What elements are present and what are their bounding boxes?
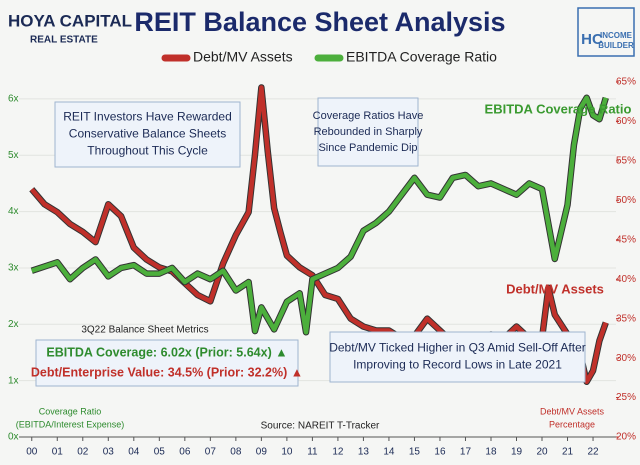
x-tick-label: 08 [230,447,242,458]
x-tick-label: 03 [103,447,115,458]
annotation: Improving to Record Lows in Late 2021 [353,358,562,372]
x-tick-label: 02 [77,447,89,458]
x-tick-label: 04 [128,447,140,458]
x-tick-label: 19 [511,447,523,458]
x-tick-label: 06 [179,447,191,458]
x-tick-label: 13 [358,447,370,458]
x-tick-label: 11 [307,447,318,458]
x-tick-label: 05 [154,447,166,458]
y2-tick-label: 45% [616,234,636,245]
logo2-name: INCOME [600,31,633,40]
source: Source: NAREIT T-Tracker [261,421,380,432]
y-tick-label: 4x [8,206,19,217]
annotation: Since Pandemic Dip [318,142,417,154]
x-tick-label: 00 [26,447,38,458]
x-tick-label: 16 [434,447,446,458]
x-tick-label: 14 [383,447,395,458]
y2-tick-label: 25% [616,392,636,403]
x-tick-label: 20 [536,447,548,458]
logo2-name: BUILDER [598,41,634,50]
annotation-box [317,97,419,167]
y2-tick-label: 50% [616,195,636,206]
annotation: Debt/MV Ticked Higher in Q3 Amid Sell-Of… [329,341,586,355]
x-tick-label: 01 [52,447,64,458]
y2-tick-label: 20% [616,432,636,443]
y-tick-label: 2x [8,319,19,330]
logo: HOYA CAPITAL [8,11,132,30]
y2-tick-label: 55% [616,156,636,167]
annotation: Coverage Ratios Have [313,110,424,122]
logo2-mark: HC [581,31,603,48]
x-tick-label: 12 [332,447,344,458]
metrics-line: EBITDA Coverage: 6.02x (Prior: 5.64x) ▲ [46,345,287,359]
x-tick-label: 09 [256,447,268,458]
x-tick-label: 21 [562,447,574,458]
annotation: Conservative Balance Sheets [69,127,226,141]
metrics-line: Debt/Enterprise Value: 34.5% (Prior: 32.… [31,365,303,379]
metrics-box [35,339,299,387]
series-label: Debt/MV Assets [506,281,604,296]
logo-sub: REAL ESTATE [30,35,98,46]
y2-tick-label: 35% [616,313,636,324]
annotation: Rebounded in Sharply [314,126,423,138]
annotation-box [54,101,241,168]
x-tick-label: 22 [587,447,599,458]
y-tick-label: 6x [8,94,19,105]
metrics-title: 3Q22 Balance Sheet Metrics [81,325,208,336]
y2-tick-label: 40% [616,274,636,285]
legend-label: Debt/MV Assets [193,49,293,65]
legend-label: EBITDA Coverage Ratio [346,49,497,65]
x-tick-label: 07 [205,447,217,458]
y-tick-label: 0x [8,432,19,443]
x-tick-label: 15 [409,447,421,458]
x-tick-label: 17 [460,447,472,458]
y-tick-label: 3x [8,263,19,274]
y-tick-label: 1x [8,375,19,386]
x-tick-label: 10 [281,447,293,458]
y2-axis-label: Percentage [549,419,595,429]
y-axis-label: (EBITDA/Interest Expense) [16,419,125,429]
annotation-box [329,331,586,383]
x-tick-label: 18 [485,447,497,458]
y-tick-label: 5x [8,150,19,161]
y2-tick-label: 65% [616,77,636,88]
line [31,95,608,335]
annotation: Throughout This Cycle [87,144,208,158]
y2-axis-label: Debt/MV Assets [540,406,605,416]
logo2-box [577,7,635,57]
y-axis-label: Coverage Ratio [39,406,102,416]
annotation: REIT Investors Have Rewarded [63,110,232,124]
y2-tick-label: 60% [616,116,636,127]
chart-title: REIT Balance Sheet Analysis [134,7,505,37]
y2-tick-label: 30% [616,353,636,364]
series-label: EBITDA Coverage Ratio [485,101,632,116]
